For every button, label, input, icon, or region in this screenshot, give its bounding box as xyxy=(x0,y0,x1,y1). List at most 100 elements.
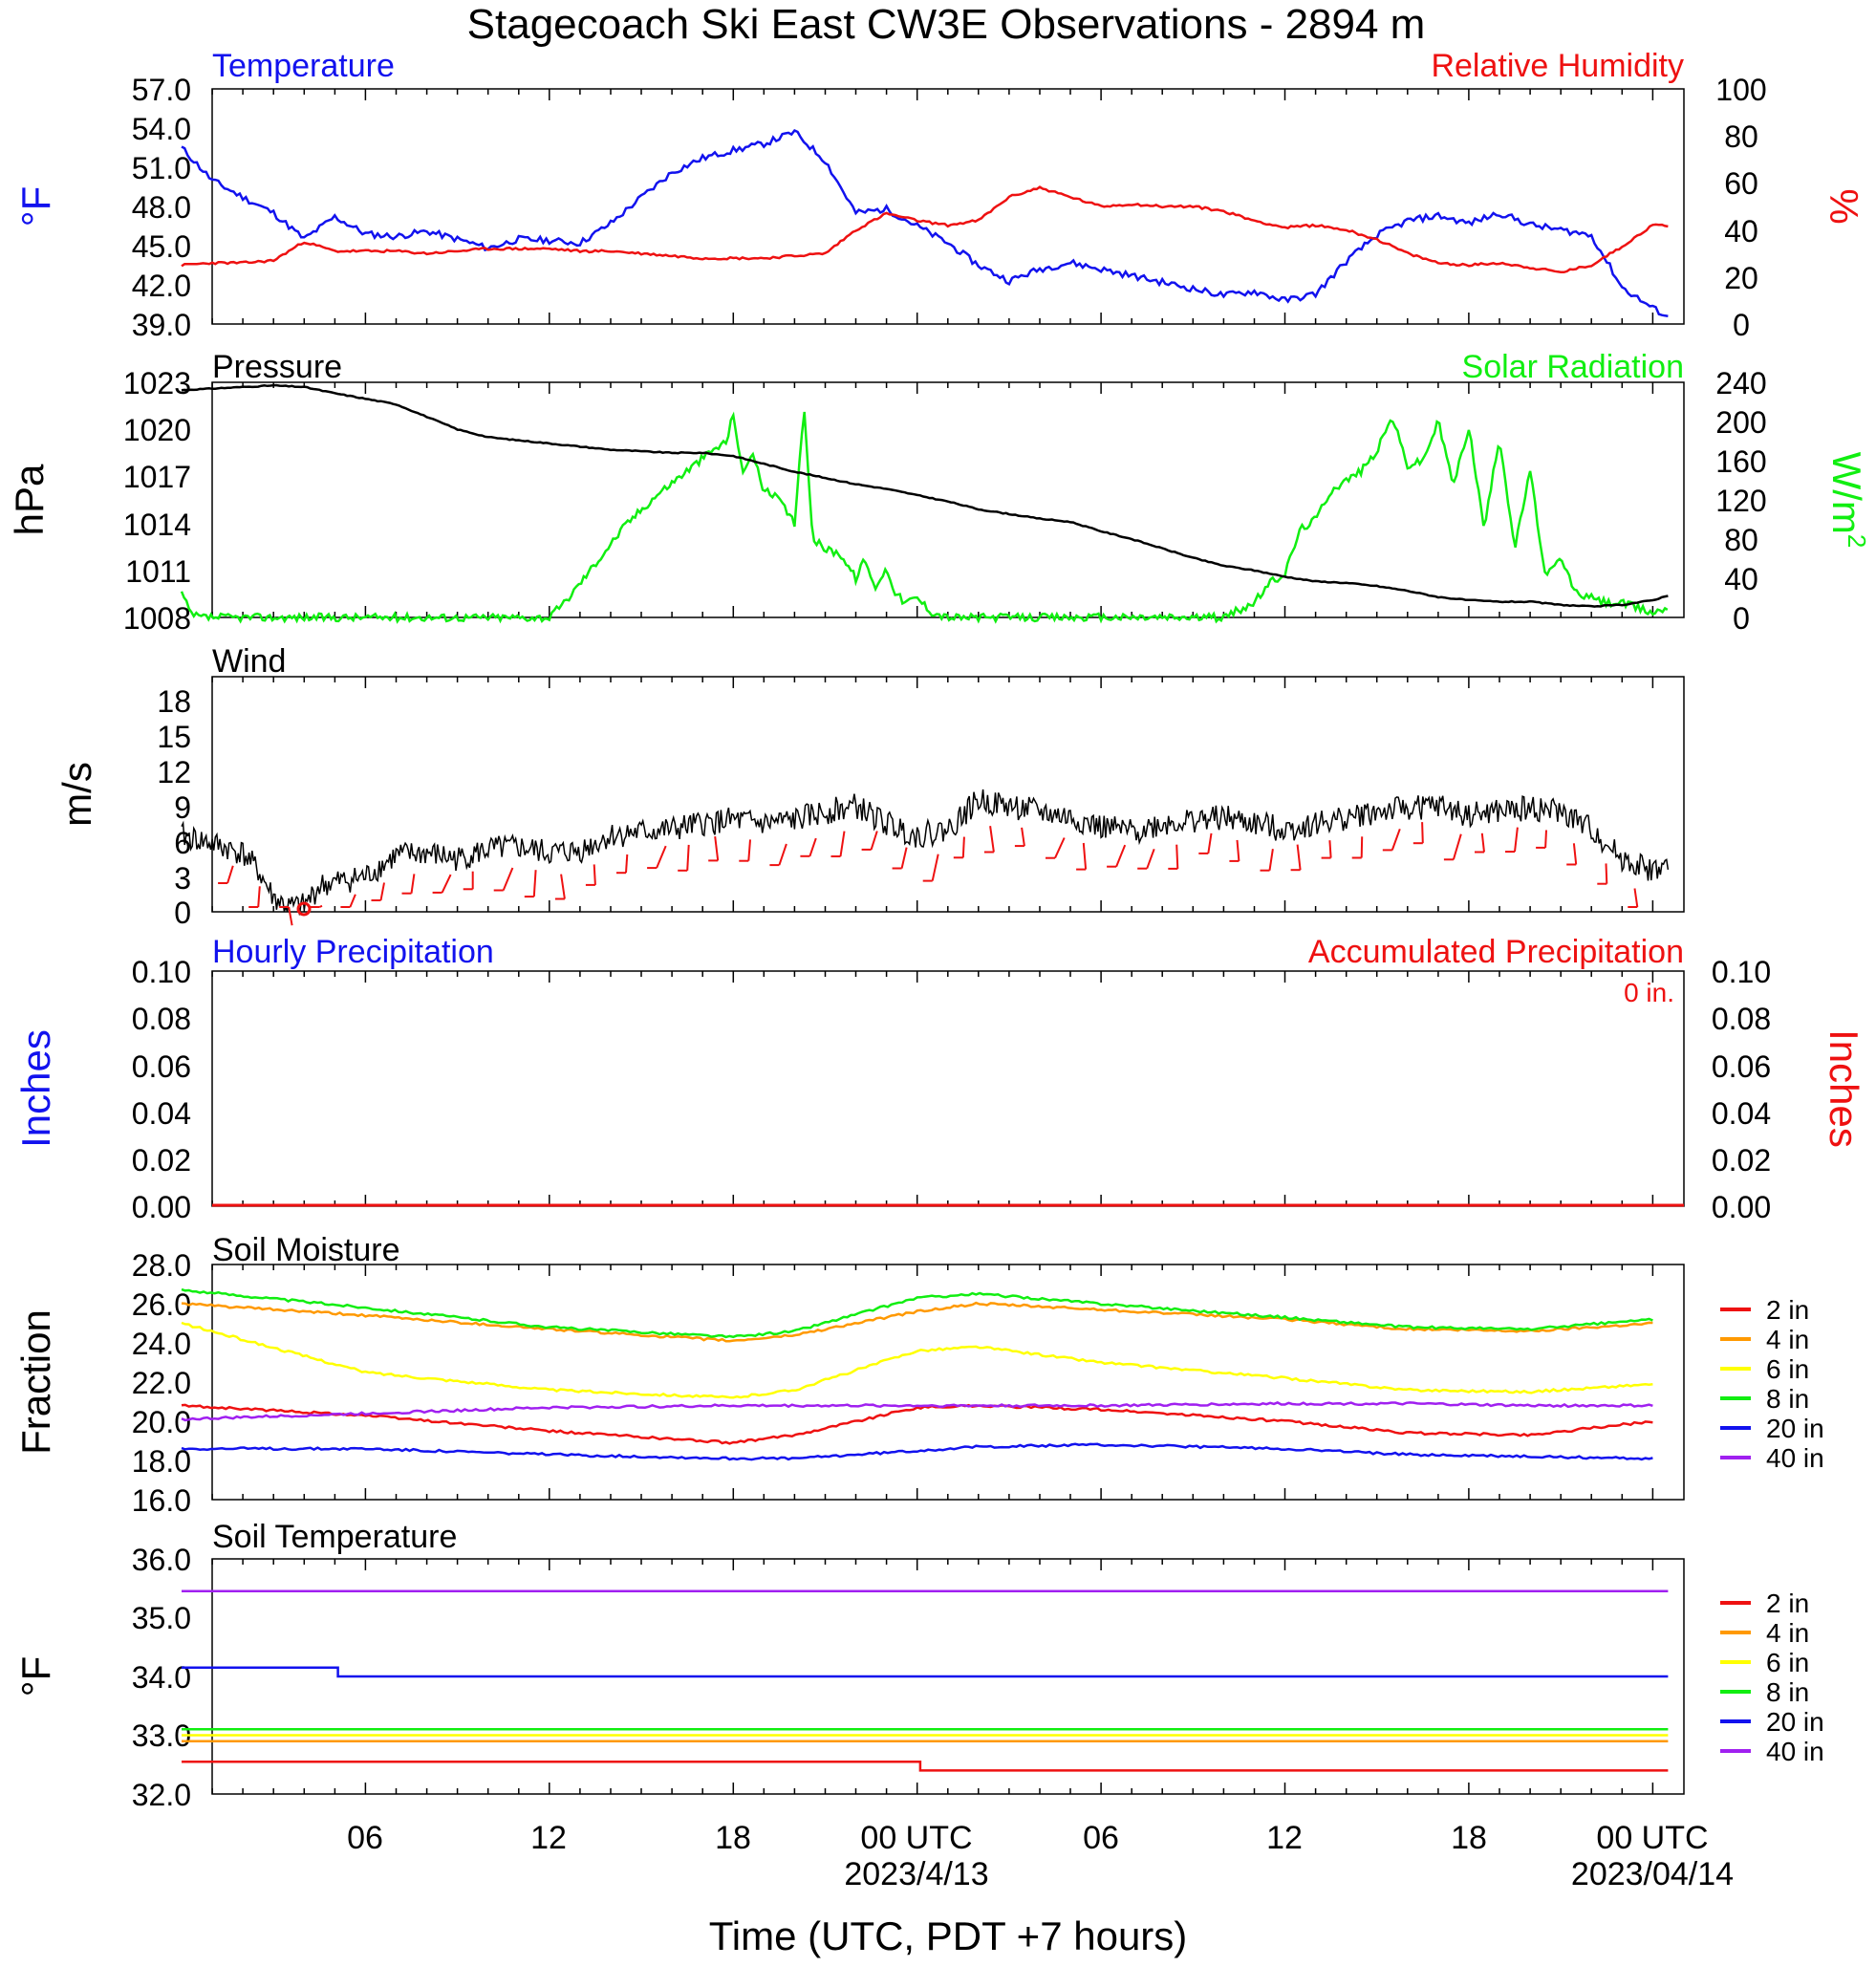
temperature-ticks: 57.0 54.0 51.0 48.0 45.0 42.0 39.0 xyxy=(132,73,191,342)
x-axis: 06 12 18 00 UTC 06 12 18 00 UTC 2023/4/1… xyxy=(347,1820,1734,1958)
wind-barb xyxy=(1082,842,1088,870)
wind-barb xyxy=(809,837,817,857)
solar-tick: 0 xyxy=(1733,601,1750,636)
accum-precip-tick: 0.08 xyxy=(1712,1002,1771,1036)
hourly-precip-ticks: 0.10 0.08 0.06 0.04 0.02 0.00 xyxy=(132,955,191,1224)
temperature-tick: 42.0 xyxy=(132,269,191,303)
x-tick-label: 18 xyxy=(715,1820,751,1856)
wind-barb xyxy=(560,874,566,899)
legend-label: 8 in xyxy=(1766,1384,1809,1414)
panel-wind-frame xyxy=(211,676,1685,913)
legend-label: 2 in xyxy=(1766,1295,1809,1325)
soil-moisture-line-4in xyxy=(181,1301,1653,1343)
rh-tick: 60 xyxy=(1724,166,1758,201)
wind-barb xyxy=(226,865,234,884)
solar-title: Solar Radiation xyxy=(1462,349,1684,385)
wind-title: Wind xyxy=(212,643,286,680)
legend-label: 2 in xyxy=(1766,1589,1809,1618)
accum-precip-unit: Inches xyxy=(1822,1029,1866,1148)
pressure-tick: 1017 xyxy=(123,460,191,494)
accum-precip-tick: 0.00 xyxy=(1712,1190,1771,1224)
panel-pressure-solar-frame xyxy=(211,381,1685,618)
wind-ticks: 18 15 12 9 6 3 0 xyxy=(157,684,191,930)
accum-precip-title: Accumulated Precipitation xyxy=(1308,934,1684,970)
panel-temp-rh: Temperature Relative Humidity °F % 57.0 … xyxy=(13,48,1866,342)
x-tick-label: 12 xyxy=(1266,1820,1303,1856)
panel-precip-tickmarks xyxy=(211,971,1654,1206)
soil-moisture-tick: 22.0 xyxy=(132,1366,191,1400)
wind-barb xyxy=(1544,830,1547,848)
hourly-precip-tick: 0.06 xyxy=(132,1049,191,1084)
hourly-precip-tick: 0.10 xyxy=(132,955,191,989)
soil-temp-tick: 35.0 xyxy=(132,1601,191,1635)
wind-tick: 9 xyxy=(174,790,191,825)
wind-barb xyxy=(1480,832,1485,853)
x-tick-label: 00 UTC xyxy=(1596,1820,1708,1856)
wind-barb xyxy=(870,831,878,851)
soil-moisture-tick: 16.0 xyxy=(132,1483,191,1518)
wind-unit: m/s xyxy=(54,762,99,827)
pressure-tick: 1011 xyxy=(125,554,191,589)
soil-moisture-line-6in xyxy=(181,1321,1653,1399)
wind-barb xyxy=(1236,839,1240,861)
wind-tick: 18 xyxy=(157,684,191,719)
pressure-title: Pressure xyxy=(212,349,342,385)
hourly-precip-unit: Inches xyxy=(13,1029,58,1148)
panel-precip: Hourly Precipitation Accumulated Precipi… xyxy=(13,934,1866,1224)
temperature-line xyxy=(181,128,1669,317)
wind-tick: 6 xyxy=(174,826,191,860)
wind-barb xyxy=(656,845,667,869)
wind-tick: 3 xyxy=(174,861,191,896)
temperature-tick: 57.0 xyxy=(132,73,191,107)
wind-barb xyxy=(1514,827,1519,853)
solar-tick: 240 xyxy=(1715,366,1766,400)
legend-label: 20 in xyxy=(1766,1414,1824,1443)
pressure-tick: 1023 xyxy=(123,366,191,400)
x-axis-title: Time (UTC, PDT +7 hours) xyxy=(709,1913,1188,1958)
wind-barb xyxy=(625,854,629,874)
soil-moisture-tick: 26.0 xyxy=(132,1287,191,1322)
rh-unit: % xyxy=(1822,188,1866,224)
wind-barb xyxy=(318,904,323,908)
wind-tick: 12 xyxy=(157,755,191,789)
legend-label: 6 in xyxy=(1766,1648,1809,1677)
hourly-precip-tick: 0.02 xyxy=(132,1143,191,1178)
rh-line xyxy=(181,185,1669,274)
soil-temp-unit: °F xyxy=(13,1656,58,1697)
wind-barb xyxy=(532,870,537,897)
x-tick-label: 18 xyxy=(1451,1820,1487,1856)
soil-temp-title: Soil Temperature xyxy=(212,1519,457,1555)
wind-barb xyxy=(1572,843,1578,865)
panel-temp-rh-frame xyxy=(211,88,1685,325)
soil-moisture-tick: 20.0 xyxy=(132,1405,191,1439)
soil-temp-legend: 2 in 4 in 6 in 8 in 20 in 40 in xyxy=(1720,1589,1824,1766)
soil-moisture-tick: 24.0 xyxy=(132,1327,191,1361)
soil-moisture-lines xyxy=(181,1287,1653,1461)
rh-tick: 20 xyxy=(1724,261,1758,295)
wind-barb xyxy=(1296,844,1302,871)
x-tick-label: 00 UTC xyxy=(860,1820,972,1856)
solar-tick: 200 xyxy=(1715,405,1766,440)
wind-barb xyxy=(441,874,452,894)
panel-soil-moisture-tickmarks xyxy=(211,1264,1654,1500)
rh-tick: 80 xyxy=(1724,119,1758,154)
solar-tick: 160 xyxy=(1715,444,1766,479)
panel-precip-frame xyxy=(211,970,1685,1207)
wind-barb xyxy=(1207,832,1213,854)
wind-barb xyxy=(349,894,356,908)
wind-barb xyxy=(1391,828,1401,851)
wind-barb xyxy=(1115,844,1127,868)
rh-tick: 100 xyxy=(1715,73,1766,107)
wind-tick: 15 xyxy=(157,720,191,754)
temperature-tick: 48.0 xyxy=(132,190,191,225)
accum-precip-ticks: 0.10 0.08 0.06 0.04 0.02 0.00 xyxy=(1712,955,1771,1224)
wind-barb xyxy=(989,826,995,853)
legend-label: 4 in xyxy=(1766,1325,1809,1354)
wind-barbs xyxy=(218,822,1639,926)
panel-wind: Wind m/s 18 15 12 9 6 3 0 xyxy=(54,643,1685,930)
pressure-ticks: 1023 1020 1017 1014 1011 1008 xyxy=(123,366,191,636)
wind-barb xyxy=(1421,822,1424,844)
solar-ticks: 240 200 160 120 80 40 0 xyxy=(1715,366,1766,636)
accum-precip-tick: 0.04 xyxy=(1712,1096,1771,1131)
wind-barb xyxy=(778,843,787,866)
